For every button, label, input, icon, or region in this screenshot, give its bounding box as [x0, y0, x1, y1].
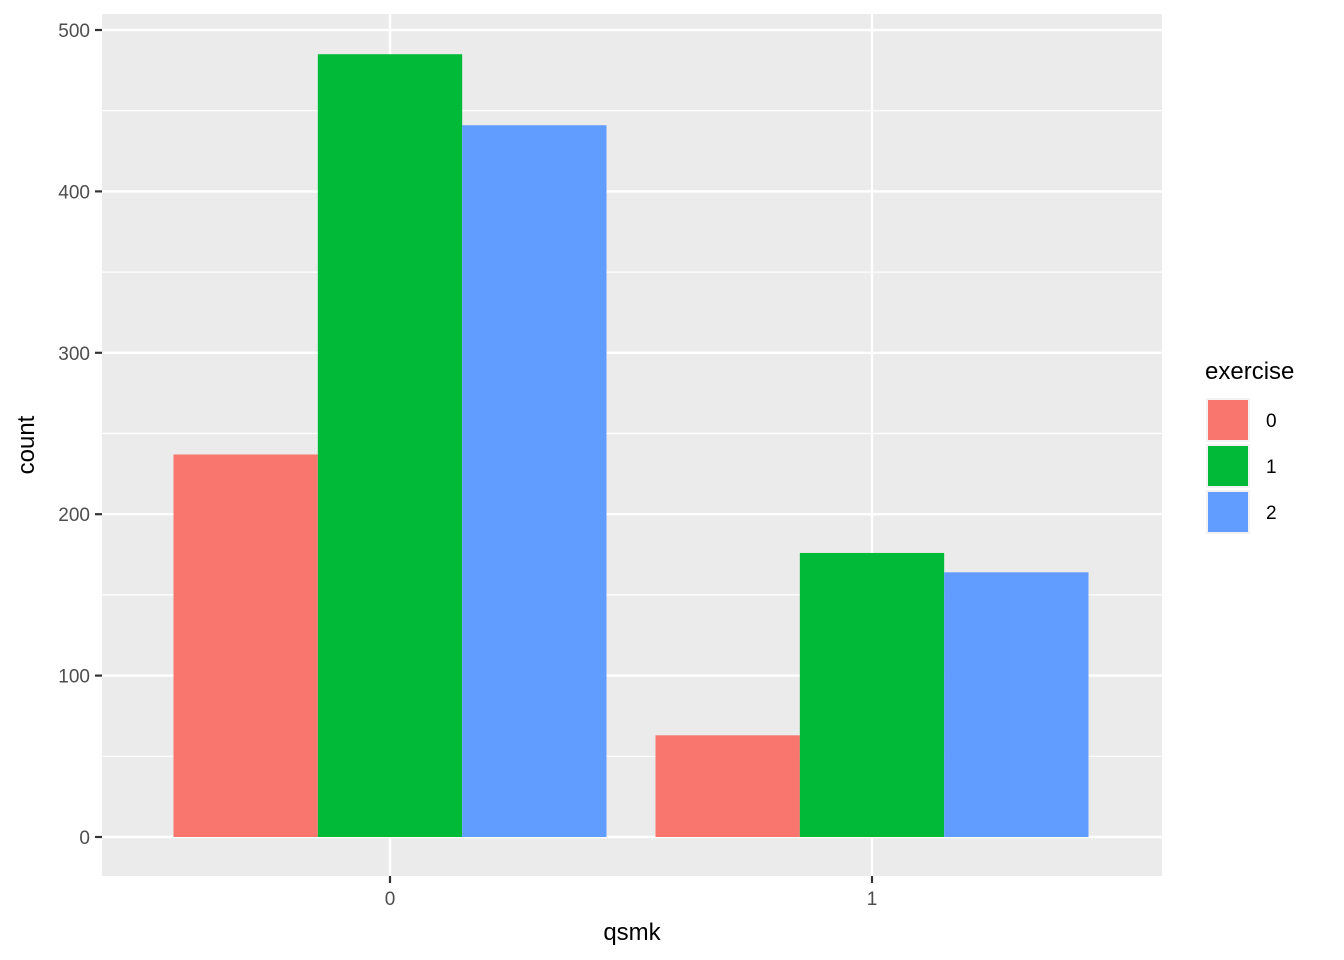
- y-tick-label: 300: [58, 344, 90, 365]
- legend-key-0: [1208, 400, 1248, 440]
- y-tick-label: 0: [79, 828, 90, 849]
- y-tick-label: 200: [58, 505, 90, 526]
- bar-q1-ex1: [799, 552, 945, 837]
- bar-q1-ex2: [944, 572, 1089, 837]
- x-tick-label: 1: [867, 889, 878, 910]
- x-tick-label: 0: [385, 889, 396, 910]
- legend-label-1: 1: [1266, 457, 1277, 478]
- y-axis-title: count: [13, 415, 40, 474]
- bar-q0-ex0: [173, 454, 318, 837]
- x-axis-title: qsmk: [603, 919, 661, 946]
- legend-key-2: [1208, 492, 1248, 532]
- legend-label-2: 2: [1266, 503, 1277, 524]
- bar-q0-ex2: [462, 125, 607, 837]
- y-tick-label: 500: [58, 21, 90, 42]
- y-axis: 0 100 200 300 400 500: [58, 21, 102, 849]
- legend-key-1: [1208, 446, 1248, 486]
- bar-q1-ex0: [655, 735, 800, 837]
- y-tick-label: 400: [58, 182, 90, 203]
- legend: exercise 0 1 2: [1205, 358, 1294, 534]
- bar-q0-ex1: [317, 54, 463, 837]
- y-tick-label: 100: [58, 667, 90, 688]
- legend-label-0: 0: [1266, 411, 1277, 432]
- bars: [173, 54, 1089, 837]
- legend-title: exercise: [1205, 358, 1294, 385]
